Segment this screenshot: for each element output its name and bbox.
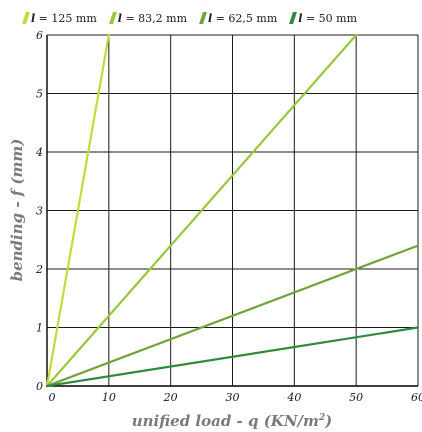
series-line-3 — [45, 244, 420, 388]
x-tick-label: 30 — [226, 391, 240, 404]
y-axis-label: bending - f (mm) — [8, 138, 26, 282]
legend-label: l = 125 mm — [31, 11, 97, 25]
x-tick-label: 0 — [49, 391, 56, 404]
series-line-1 — [45, 33, 110, 388]
y-tick-label: 4 — [35, 146, 43, 159]
legend-label: l = 62,5 mm — [208, 11, 278, 25]
x-tick-label: 40 — [286, 391, 301, 404]
series-line-2 — [45, 33, 358, 388]
y-tick-label: 5 — [36, 88, 43, 101]
y-tick-label: 2 — [35, 263, 43, 276]
x-axis-label: unified load - q (KN/m2) — [131, 412, 333, 430]
legend-item-l50: l = 50 mm — [289, 11, 358, 25]
series-line-4 — [45, 326, 420, 388]
legend-item-l62: l = 62,5 mm — [199, 11, 278, 25]
legend-item-l83: l = 83,2 mm — [108, 11, 188, 25]
x-tick-label: 50 — [349, 391, 363, 404]
legend-item-l125: l = 125 mm — [22, 11, 97, 25]
x-tick-label: 10 — [102, 391, 116, 404]
y-tick-label: 3 — [36, 205, 43, 218]
y-tick-label: 1 — [36, 322, 43, 335]
x-tick-label: 20 — [163, 391, 178, 404]
x-tick-label: 60 — [411, 391, 422, 404]
y-tick-label: 6 — [36, 29, 43, 42]
legend-label: l = 50 mm — [298, 11, 358, 25]
legend-label: l = 83,2 mm — [117, 11, 188, 25]
y-tick-label: 0 — [36, 380, 43, 393]
chart-legend: l = 125 mm l = 83,2 mm l = 62,5 mm l = 5… — [22, 10, 358, 26]
